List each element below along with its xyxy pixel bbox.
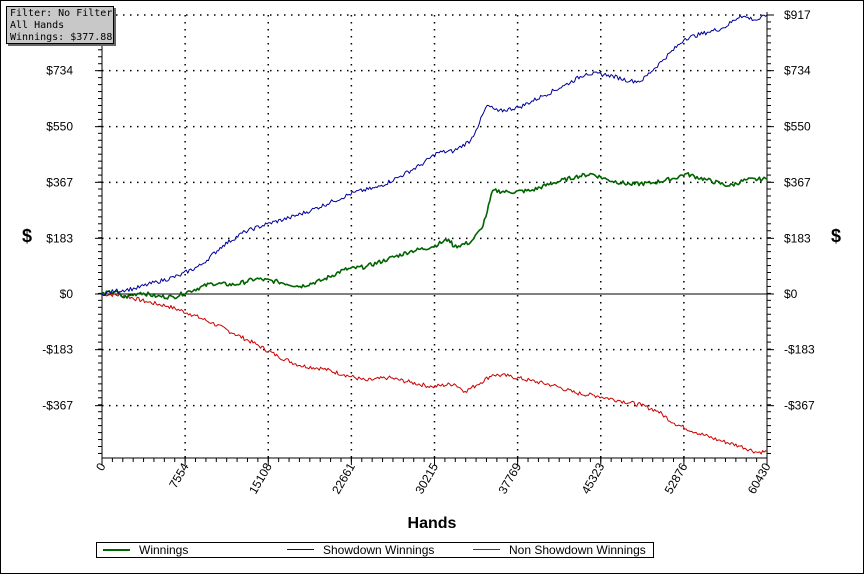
legend-swatch-winnings [103, 549, 130, 551]
x-axis-title: Hands [408, 515, 457, 532]
y-tick-label-right: $367 [784, 175, 811, 189]
legend-swatch-showdown [287, 549, 314, 550]
y-tick-label-left: $367 [46, 175, 73, 189]
x-tick-label: 30215 [412, 460, 441, 496]
x-tick-label: 45323 [579, 460, 608, 496]
y-tick-label-right: $550 [784, 120, 811, 134]
y-tick-label-right: -$183 [784, 343, 815, 357]
y-tick-label-left: -$367 [42, 399, 73, 413]
y-tick-label-left: $0 [60, 287, 74, 301]
legend-swatch-non-showdown [473, 549, 500, 550]
y-axis-title-right: $ [831, 226, 841, 246]
y-tick-label-left: $550 [46, 120, 73, 134]
series-line-winnings [101, 172, 768, 300]
legend-label-showdown: Showdown Winnings [323, 543, 435, 557]
x-tick-label: 60430 [745, 460, 774, 496]
x-tick-label: 7554 [166, 460, 192, 490]
filter-info-box: Filter: No Filter All Hands Winnings: $3… [6, 6, 114, 44]
x-tick-label: 52876 [662, 460, 691, 496]
x-tick-label: 0 [93, 460, 109, 473]
y-tick-label-left: -$183 [42, 343, 73, 357]
hands-label: All Hands [10, 20, 65, 31]
y-tick-label-left: $183 [46, 231, 73, 245]
y-tick-label-right: -$367 [784, 399, 815, 413]
legend-label-winnings: Winnings [139, 543, 189, 557]
filter-label: Filter: No Filter [10, 8, 113, 19]
y-tick-label-right: $917 [784, 8, 811, 22]
x-tick-label: 22661 [329, 460, 358, 496]
x-tick-label: 15108 [246, 460, 275, 496]
legend: Winnings Showdown Winnings Non Showdown … [96, 542, 654, 558]
y-axis-title-left: $ [22, 226, 32, 246]
y-tick-label-right: $0 [784, 287, 798, 301]
winnings-total: Winnings: $377.88 [10, 32, 113, 43]
series-line-non-showdown [101, 292, 768, 455]
y-tick-label-right: $183 [784, 231, 811, 245]
series-line-showdown [101, 14, 768, 296]
x-tick-label: 37769 [495, 460, 524, 496]
y-tick-label-left: $734 [46, 64, 73, 78]
y-tick-label-right: $734 [784, 64, 811, 78]
legend-label-non-showdown: Non Showdown Winnings [509, 543, 646, 557]
